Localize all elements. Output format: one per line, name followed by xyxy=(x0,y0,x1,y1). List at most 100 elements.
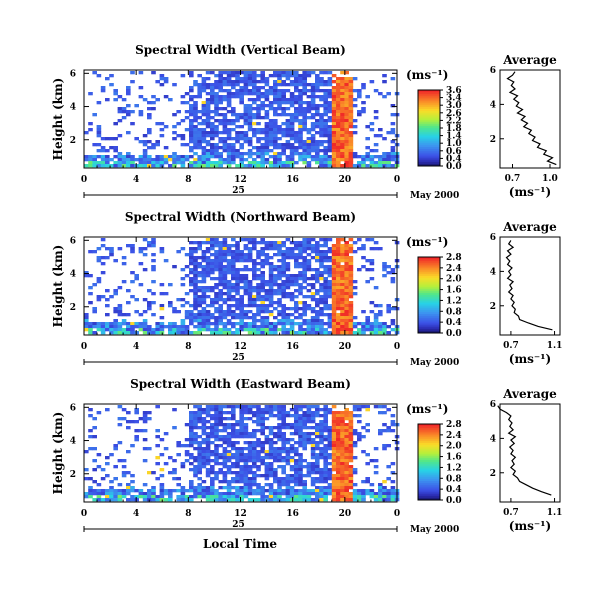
heatmap-cell xyxy=(138,95,144,99)
heatmap-cell xyxy=(113,161,118,165)
heatmap-cell xyxy=(289,414,295,418)
heatmap-cell xyxy=(134,158,139,162)
heatmap-cell xyxy=(268,161,274,165)
heatmap-cell xyxy=(151,328,156,332)
heatmap-cell xyxy=(273,80,278,84)
heatmap-cell xyxy=(235,429,240,433)
heatmap-cell xyxy=(252,83,257,87)
heatmap-cell xyxy=(268,265,274,269)
heatmap-cell xyxy=(239,411,244,415)
heatmap-cell xyxy=(226,405,232,409)
heatmap-cell xyxy=(281,417,286,421)
heatmap-cell xyxy=(239,250,244,254)
heatmap-cell xyxy=(252,247,257,251)
northward-beam-panel: Spectral Width (Northward Beam)0 4 8 12 16 20… xyxy=(51,210,562,368)
heatmap-cell xyxy=(281,131,286,135)
heatmap-cell xyxy=(302,486,307,490)
heatmap-cell xyxy=(319,468,324,472)
heatmap-cell xyxy=(109,492,114,496)
heatmap-cell xyxy=(323,131,328,135)
heatmap-cell xyxy=(268,471,274,475)
heatmap-cell xyxy=(210,459,215,463)
heatmap-cell xyxy=(214,319,219,323)
heatmap-cell xyxy=(151,268,156,272)
heatmap-cell xyxy=(117,164,123,168)
heatmap-cell xyxy=(319,298,324,302)
heatmap-cell xyxy=(201,259,207,263)
heatmap-cell xyxy=(243,471,249,475)
heatmap-cell xyxy=(260,414,265,418)
heatmap-cell xyxy=(243,456,249,460)
heatmap-cell xyxy=(352,405,358,409)
heatmap-cell xyxy=(222,316,228,320)
heatmap-cell xyxy=(365,259,370,263)
heatmap-cell xyxy=(184,110,190,114)
heatmap-cell xyxy=(205,71,211,75)
heatmap-cell xyxy=(239,328,244,332)
heatmap-cell xyxy=(247,149,253,153)
heatmap-cell xyxy=(352,164,358,168)
heatmap-cell xyxy=(340,259,345,263)
heatmap-cell xyxy=(277,483,282,487)
heatmap-cell xyxy=(126,89,131,93)
heatmap-cell xyxy=(252,86,257,90)
heatmap-cell xyxy=(340,280,345,284)
heatmap-cell xyxy=(121,408,127,412)
heatmap-cell xyxy=(147,131,152,135)
heatmap-cell xyxy=(264,140,270,144)
heatmap-cell xyxy=(302,301,307,305)
heatmap-cell xyxy=(298,77,303,81)
heatmap-cell xyxy=(352,483,358,487)
colorbar-segment xyxy=(418,433,440,436)
heatmap-cell xyxy=(138,262,144,266)
heatmap-cell xyxy=(268,286,274,290)
heatmap-cell xyxy=(130,158,135,162)
heatmap-cell xyxy=(222,271,228,275)
heatmap-cell xyxy=(378,486,383,490)
heatmap-cell xyxy=(273,325,278,329)
heatmap-cell xyxy=(260,498,265,502)
heatmap-cell xyxy=(315,86,320,90)
heatmap-cell xyxy=(184,328,190,332)
heatmap-cell xyxy=(113,92,118,96)
heatmap-cell xyxy=(378,247,383,251)
heatmap-cell xyxy=(331,328,337,332)
heatmap-cell xyxy=(142,420,148,424)
heatmap-cell xyxy=(222,453,228,457)
heatmap-cell xyxy=(189,134,194,138)
heatmap-cell xyxy=(134,489,139,493)
heatmap-cell xyxy=(226,92,232,96)
heatmap-cell xyxy=(260,71,265,75)
heatmap-cell xyxy=(239,158,244,162)
heatmap-cell xyxy=(310,155,316,159)
heatmap-cell xyxy=(126,110,131,114)
heatmap-cells xyxy=(84,238,400,335)
heatmap-cell xyxy=(201,420,207,424)
heatmap-cell xyxy=(142,325,148,329)
heatmap-cell xyxy=(298,122,303,126)
heatmap-cell xyxy=(180,498,186,502)
colorbar-segment xyxy=(418,319,440,323)
heatmap-cell xyxy=(121,471,127,475)
heatmap-cell xyxy=(319,113,324,117)
heatmap-cell xyxy=(226,319,232,323)
heatmap-cell xyxy=(352,98,358,102)
heatmap-cell xyxy=(289,495,295,499)
heatmap-cell xyxy=(142,495,148,499)
heatmap-cell xyxy=(92,426,97,430)
heatmap-cell xyxy=(319,492,324,496)
heatmap-cell xyxy=(218,435,223,439)
heatmap-cell xyxy=(327,268,333,272)
heatmap-cell xyxy=(382,164,387,168)
heatmap-cell xyxy=(348,322,354,326)
heatmap-cell xyxy=(281,444,286,448)
heatmap-cell xyxy=(222,474,228,478)
heatmap-cell xyxy=(336,292,341,296)
heatmap-cell xyxy=(373,459,379,463)
heatmap-cell xyxy=(298,137,303,141)
heatmap-cell xyxy=(239,80,244,84)
heatmap-cell xyxy=(361,328,366,332)
heatmap-cell xyxy=(344,468,349,472)
colorbar-segment xyxy=(418,283,440,286)
heatmap-cell xyxy=(193,411,198,415)
